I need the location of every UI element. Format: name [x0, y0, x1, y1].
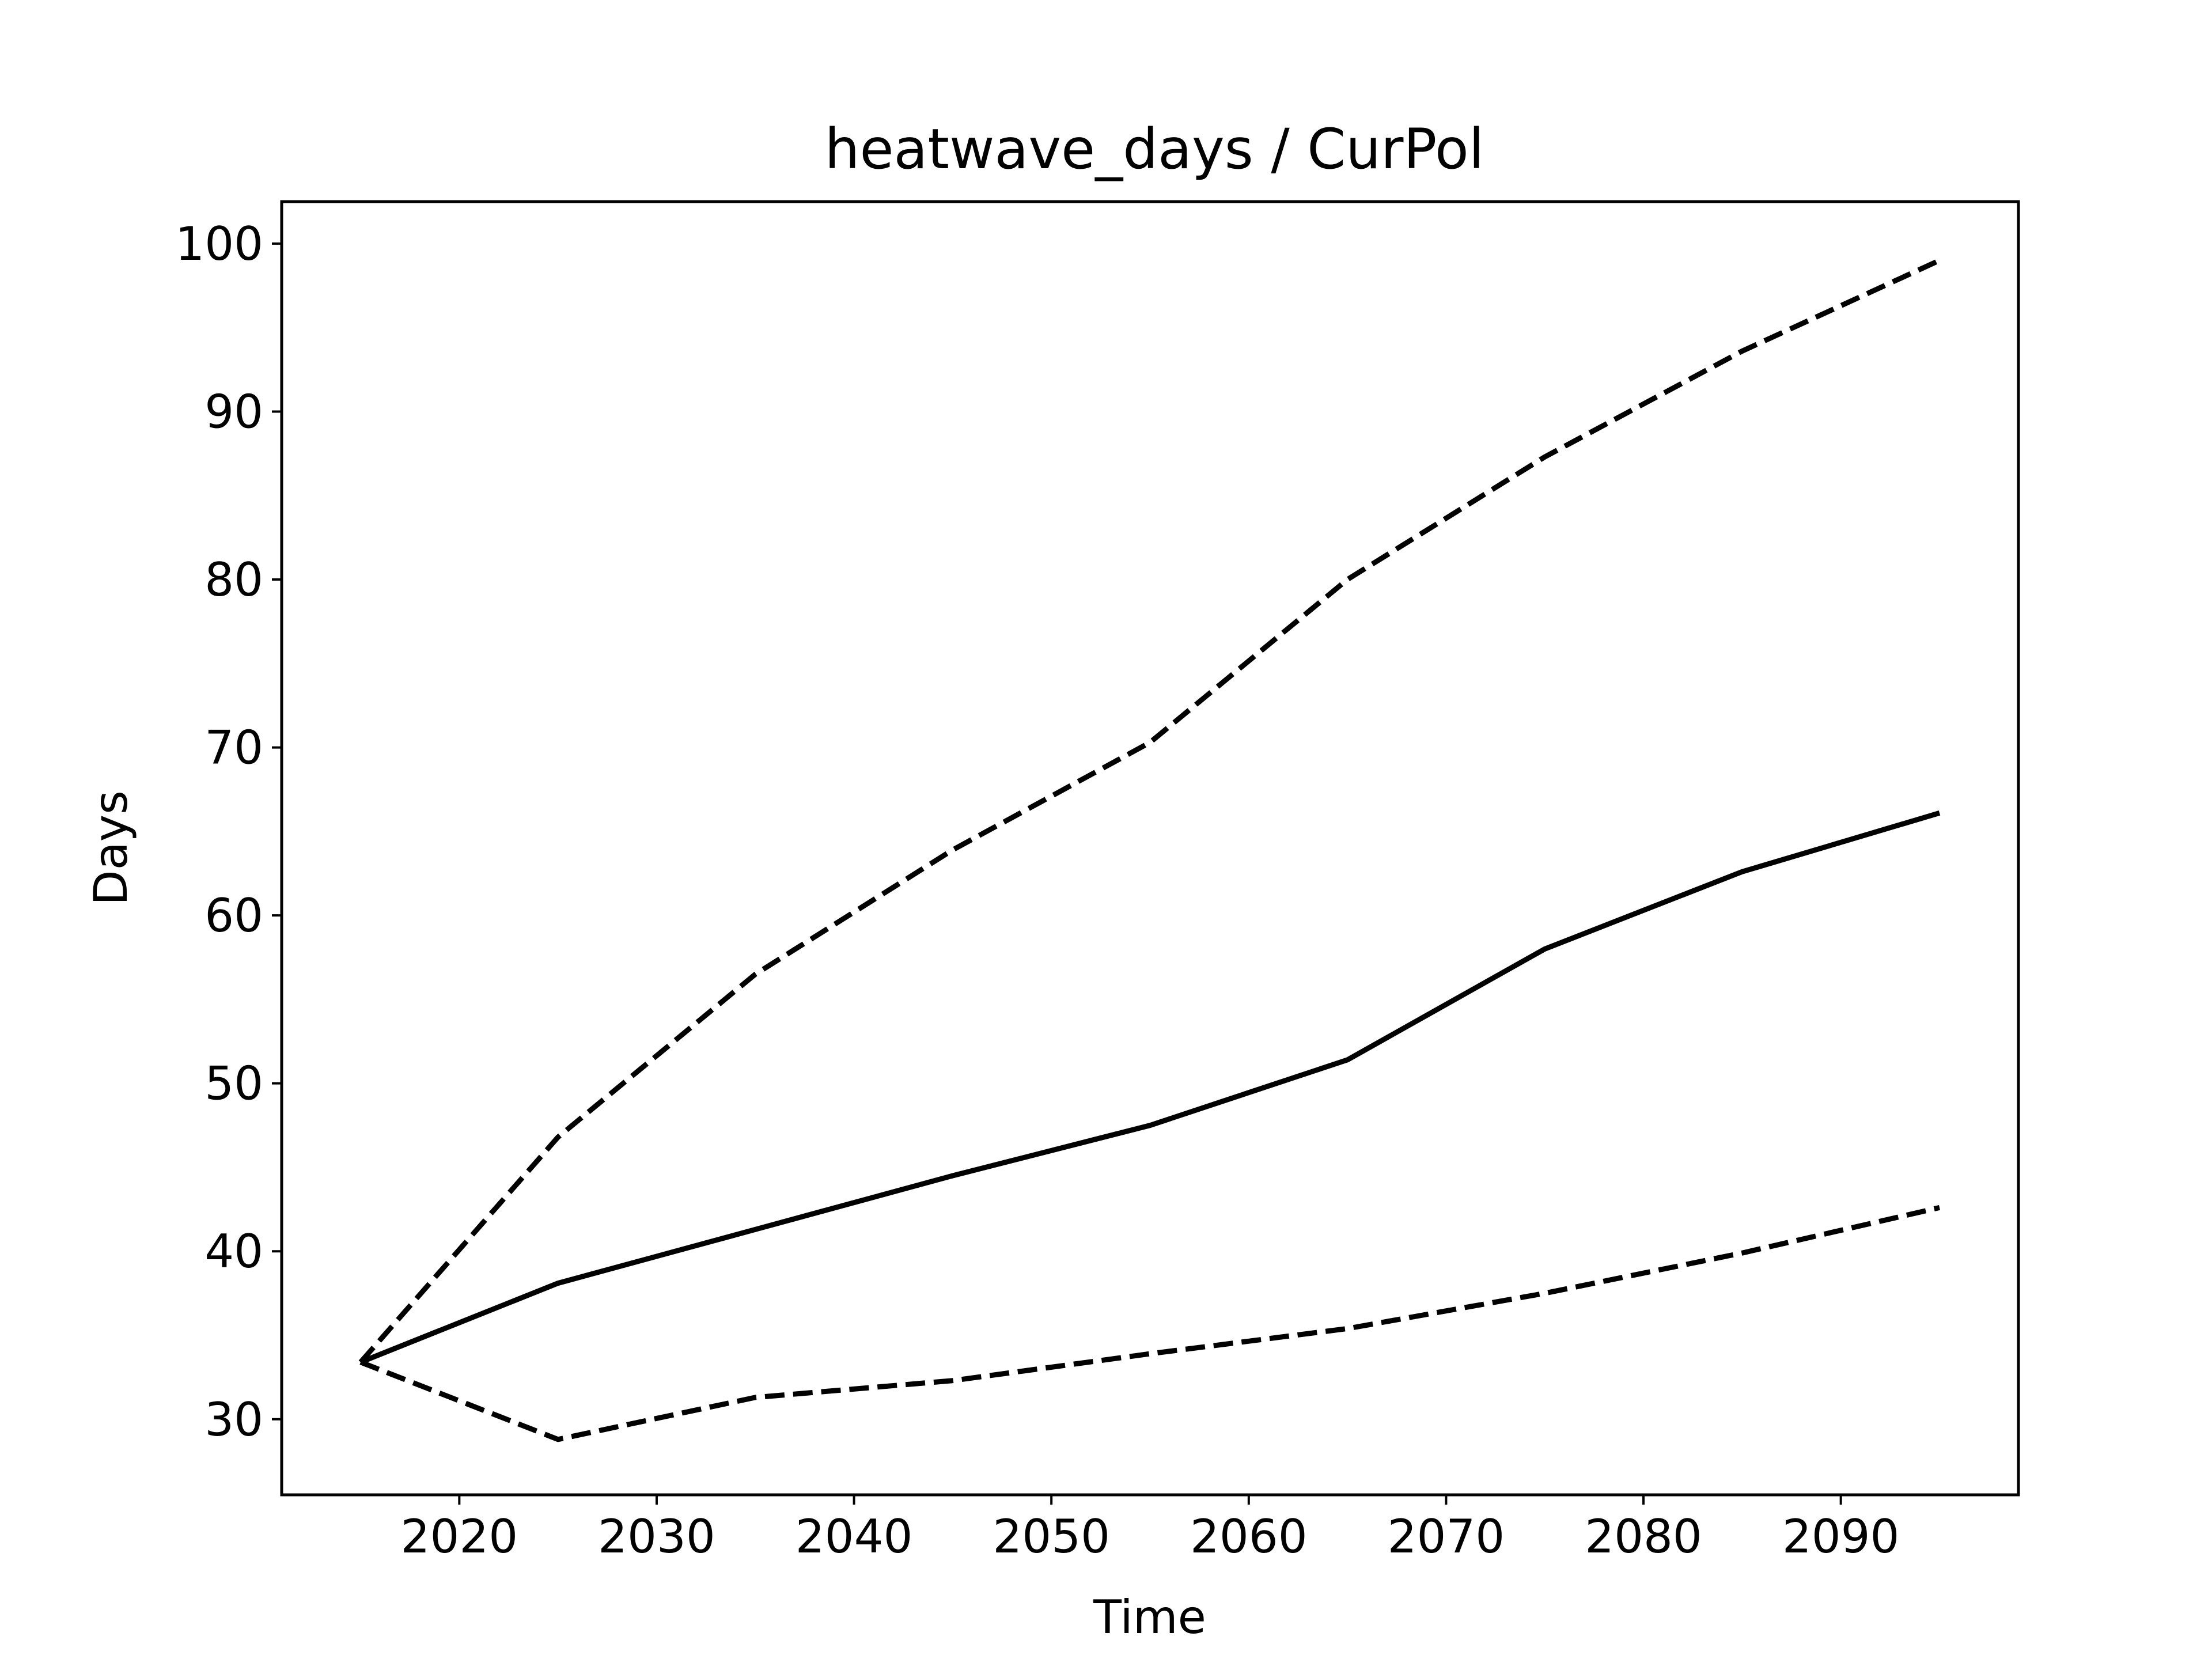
- x-tick-label: 2030: [598, 1510, 715, 1563]
- x-axis: 2020 2030 2040 2050 2060 2070 2080 2090: [401, 1495, 1900, 1563]
- x-tick-label: 2020: [401, 1510, 518, 1563]
- y-axis: 30 40 50 60 70 80 90 100: [175, 217, 282, 1446]
- chart-title: heatwave_days / CurPol: [825, 117, 1484, 181]
- series-line-1: [359, 810, 1941, 1365]
- series-line-2: [358, 257, 1941, 1364]
- x-axis-label: Time: [1093, 1590, 1206, 1644]
- y-tick-label: 90: [204, 385, 263, 438]
- y-tick-label: 50: [204, 1057, 263, 1111]
- x-tick-label: 2070: [1388, 1510, 1505, 1563]
- x-tick-label: 2080: [1585, 1510, 1702, 1563]
- y-tick-label: 30: [204, 1393, 263, 1446]
- y-tick-label: 40: [204, 1225, 263, 1278]
- y-tick-label: 60: [204, 889, 263, 942]
- x-tick-label: 2040: [796, 1510, 913, 1563]
- plot-frame: [280, 200, 2020, 1497]
- x-tick-label: 2060: [1190, 1510, 1308, 1563]
- x-tick-label: 2090: [1782, 1510, 1900, 1563]
- series-line-3: [359, 1205, 1941, 1442]
- x-tick-label: 2050: [993, 1510, 1110, 1563]
- y-tick-label: 100: [175, 217, 263, 271]
- y-axis-label: Days: [84, 790, 138, 906]
- y-tick-label: 70: [204, 721, 263, 775]
- plot-area: [358, 257, 1941, 1442]
- y-tick-label: 80: [204, 553, 263, 607]
